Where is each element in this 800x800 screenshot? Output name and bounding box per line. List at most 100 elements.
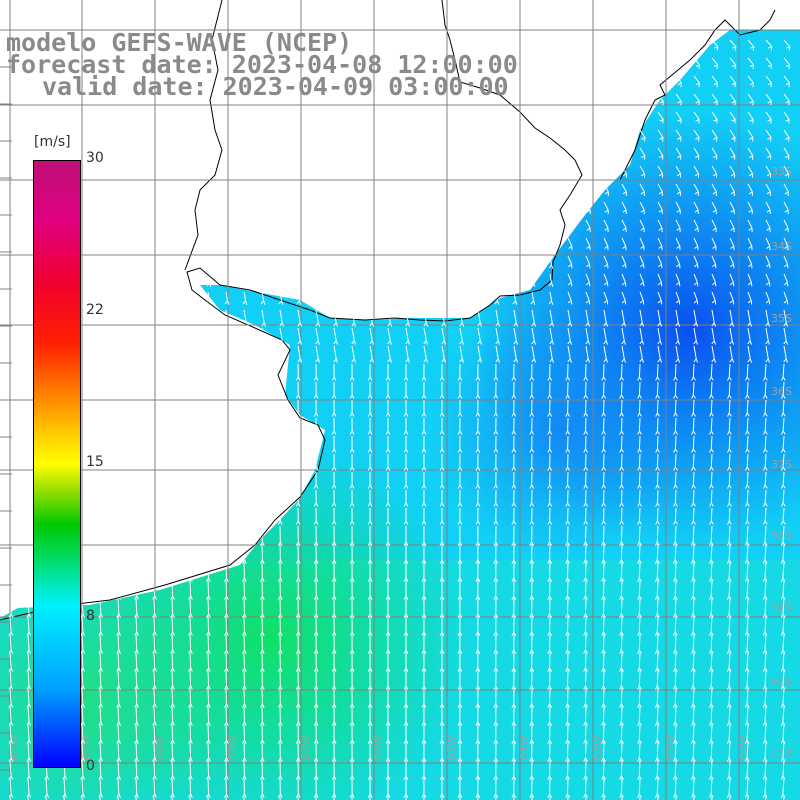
wind-arrow: [583, 741, 588, 762]
wind-arrow: [763, 363, 768, 381]
wind-arrow: [529, 615, 535, 636]
wind-arrow: [493, 561, 499, 582]
wind-arrow: [673, 453, 678, 471]
wind-arrow: [440, 201, 446, 215]
wind-arrow: [691, 489, 696, 507]
wind-arrow: [242, 201, 248, 215]
wind-arrow: [529, 723, 535, 744]
wind-arrow: [512, 237, 518, 251]
wind-arrow: [277, 579, 283, 600]
wind-arrow: [637, 579, 642, 600]
wind-arrow: [8, 615, 14, 636]
wind-arrow: [116, 525, 121, 546]
wind-arrow: [332, 237, 338, 251]
wind-arrow: [206, 687, 211, 708]
wind-arrow: [780, 471, 786, 489]
wind-arrow: [440, 291, 446, 305]
wind-arrow: [655, 561, 660, 582]
wind-arrow: [567, 327, 573, 345]
wind-arrow: [295, 579, 301, 600]
wind-arrow: [80, 525, 86, 546]
wind-arrow: [637, 417, 642, 435]
wind-arrow: [332, 219, 338, 233]
wind-arrow: [675, 93, 682, 106]
wind-arrow: [637, 777, 642, 798]
wind-arrow: [673, 543, 678, 564]
wind-arrow: [621, 93, 628, 106]
wind-arrow: [62, 777, 68, 798]
wind-arrow: [440, 129, 446, 143]
wind-arrow: [116, 741, 121, 762]
wind-arrow: [495, 309, 501, 327]
wind-arrow: [80, 543, 86, 564]
wind-arrow: [385, 741, 391, 762]
wind-arrow: [529, 363, 535, 381]
wind-arrow: [547, 579, 553, 600]
wind-arrow: [349, 489, 355, 507]
wind-arrow: [188, 651, 193, 672]
wind-arrow: [331, 705, 337, 726]
wind-arrow: [512, 201, 518, 215]
wind-arrow: [639, 39, 647, 51]
wind-arrow: [475, 561, 481, 582]
wind-arrow: [403, 759, 409, 780]
wind-arrow: [224, 615, 229, 636]
wind-arrow: [385, 669, 391, 690]
wind-arrow: [367, 561, 373, 582]
wind-arrow: [762, 633, 768, 654]
wind-arrow: [152, 741, 157, 762]
wind-arrow: [440, 255, 446, 269]
wind-arrow: [637, 759, 642, 780]
wind-arrow: [277, 687, 283, 708]
wind-arrow: [511, 759, 517, 780]
wind-arrow: [8, 651, 14, 672]
wind-arrow: [295, 651, 301, 672]
wind-arrow: [170, 453, 175, 471]
wind-arrow: [475, 741, 481, 762]
wind-arrow: [620, 795, 623, 800]
wind-arrow: [117, 345, 123, 363]
wind-arrow: [207, 309, 213, 327]
wind-arrow: [277, 597, 283, 618]
wind-arrow: [547, 471, 553, 489]
wind-arrow: [529, 777, 535, 798]
wind-arrow: [116, 489, 121, 507]
wind-arrow: [26, 741, 32, 762]
wind-arrow: [315, 345, 321, 363]
wind-arrow: [657, 309, 663, 327]
wind-arrow: [673, 777, 678, 798]
wind-arrow: [567, 39, 575, 51]
wind-arrow: [385, 705, 391, 726]
wind-arrow: [152, 399, 157, 417]
wind-arrow: [459, 345, 465, 363]
wind-arrow: [583, 471, 589, 489]
wind-arrow: [511, 453, 517, 471]
wind-arrow: [367, 741, 373, 762]
wind-arrow: [116, 255, 122, 269]
wind-arrow: [476, 237, 482, 251]
wind-arrow: [747, 93, 754, 106]
wind-arrow: [708, 759, 714, 780]
wind-arrow: [655, 435, 660, 453]
wind-arrow: [313, 399, 319, 417]
wind-arrow: [421, 471, 427, 489]
wind-arrow: [134, 435, 139, 453]
wind-arrow: [296, 255, 302, 269]
wind-arrow: [529, 759, 535, 780]
wind-arrow: [458, 165, 464, 179]
wind-arrow: [711, 75, 719, 88]
wind-arrow: [475, 399, 481, 417]
wind-arrow: [585, 255, 591, 269]
wind-arrow: [729, 201, 735, 214]
colorbar-tick-0: 0: [86, 758, 95, 774]
wind-arrow: [547, 759, 553, 780]
wind-arrow: [531, 309, 537, 327]
wind-arrow: [116, 543, 121, 564]
wind-arrow: [331, 543, 337, 564]
wind-arrow: [565, 669, 570, 690]
wind-arrow: [529, 741, 535, 762]
wind-arrow: [457, 417, 463, 435]
wind-arrow: [495, 327, 501, 345]
wind-arrow: [367, 399, 373, 417]
wind-arrow: [385, 435, 391, 453]
